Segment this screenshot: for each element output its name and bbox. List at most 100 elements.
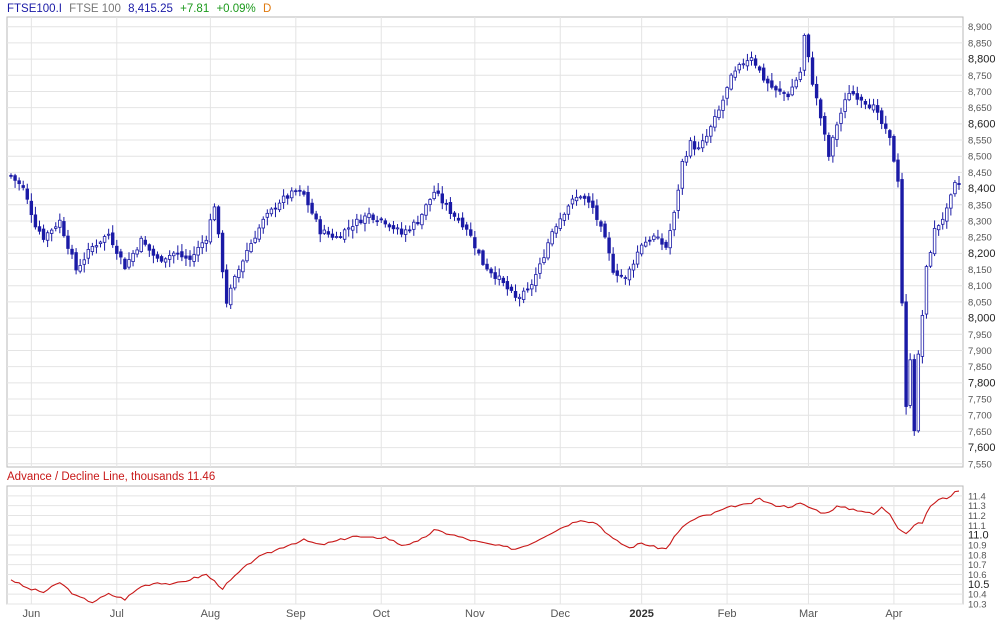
ad-y-tick-label: 11.0: [968, 530, 989, 542]
candle-body: [473, 237, 477, 249]
candle-body: [920, 315, 925, 357]
candle-body: [875, 105, 880, 113]
candle-body: [49, 229, 54, 234]
price-y-tick-label: 8,200: [968, 248, 996, 260]
x-tick-label: Jun: [22, 608, 40, 620]
index-name: FTSE 100: [69, 3, 121, 15]
candle-body: [566, 205, 571, 215]
candle-body: [603, 223, 607, 238]
candle-body: [151, 248, 156, 256]
candle-body: [798, 71, 803, 80]
candle-body: [554, 226, 558, 234]
price-y-tick-label: 8,650: [968, 103, 992, 114]
price-panel-frame: [6, 16, 964, 468]
ad-line-last-value: 11.46: [187, 471, 216, 483]
candle-body: [497, 275, 501, 280]
price-y-tick-label: 8,800: [968, 54, 996, 66]
candle-body: [709, 126, 713, 137]
candle-body: [949, 194, 953, 209]
candle-body: [367, 213, 371, 218]
candle-body: [847, 92, 851, 101]
candle-body: [306, 191, 310, 206]
candle-body: [220, 232, 225, 273]
candle-body: [448, 202, 453, 214]
candle-body: [924, 266, 929, 315]
candle-body: [749, 57, 754, 61]
chart-header: FTSE100.I FTSE 100 8,415.25 +7.81 +0.09%…: [7, 3, 275, 15]
candle-body: [762, 67, 766, 81]
candle-body: [648, 239, 652, 242]
price-y-tick-label: 8,500: [968, 152, 992, 163]
x-tick-label: 2025: [629, 608, 653, 620]
candle-body: [383, 220, 388, 225]
candle-body: [245, 250, 249, 262]
candle-body: [147, 244, 152, 251]
candle-body: [464, 224, 469, 230]
candle-body: [180, 251, 184, 258]
x-tick-label: Dec: [550, 608, 570, 620]
candle-body: [277, 202, 282, 211]
candle-body: [904, 301, 908, 407]
candle-body: [672, 211, 676, 231]
candle-body: [273, 207, 278, 210]
candle-body: [41, 228, 46, 240]
price-y-tick-label: 7,750: [968, 395, 992, 406]
candle-body: [570, 198, 575, 205]
candle-body: [700, 140, 705, 149]
candle-body: [481, 250, 485, 265]
x-tick-label: Aug: [201, 608, 221, 620]
price-y-tick-label: 7,550: [968, 459, 992, 470]
period-selector[interactable]: D: [262, 3, 272, 15]
candle-body: [652, 235, 656, 240]
candle-body: [233, 276, 237, 289]
ad-y-tick-label: 10.5: [968, 579, 989, 591]
candle-body: [285, 195, 290, 199]
candle-body: [896, 159, 900, 182]
price-y-tick-label: 7,600: [968, 442, 996, 454]
candle-body: [782, 92, 786, 94]
candle-body: [802, 35, 807, 71]
candle-body: [526, 288, 530, 291]
candle-body: [420, 214, 424, 226]
candle-body: [204, 239, 208, 244]
candle-body: [469, 229, 473, 236]
candle-body: [871, 104, 876, 111]
candle-body: [436, 190, 440, 194]
candle-body: [538, 263, 542, 274]
price-y-tick-label: 7,850: [968, 362, 992, 373]
candle-body: [696, 147, 701, 150]
candle-body: [33, 214, 38, 228]
candle-body: [58, 219, 62, 228]
candle-body: [184, 255, 188, 259]
candle-body: [167, 254, 172, 260]
candle-body: [456, 217, 461, 221]
ad-y-tick-label: 10.9: [968, 541, 987, 552]
price-y-tick-label: 7,950: [968, 330, 992, 341]
candle-body: [741, 63, 746, 66]
candle-body: [530, 284, 534, 290]
candle-body: [823, 115, 827, 135]
candle-body: [123, 258, 127, 270]
candle-body: [342, 229, 347, 240]
candle-body: [639, 244, 644, 255]
candle-body: [432, 191, 436, 199]
candle-body: [359, 219, 363, 224]
candle-body: [363, 215, 367, 224]
symbol-label[interactable]: FTSE100.I: [7, 3, 62, 15]
candle-body: [399, 228, 404, 235]
candle-body: [733, 70, 737, 78]
candle-body: [644, 241, 648, 247]
ad-y-tick-label: 10.4: [968, 590, 987, 601]
candle-body: [916, 353, 921, 432]
candle-body: [13, 175, 17, 181]
candle-body: [534, 274, 538, 286]
candle-body: [843, 99, 847, 112]
price-y-tick-label: 8,450: [968, 168, 992, 179]
candle-body: [635, 251, 640, 265]
price-y-tick-label: 8,600: [968, 118, 996, 130]
candle-body: [582, 195, 587, 199]
candle-body: [135, 249, 139, 255]
candle-body: [9, 174, 13, 177]
candle-body: [326, 231, 331, 235]
